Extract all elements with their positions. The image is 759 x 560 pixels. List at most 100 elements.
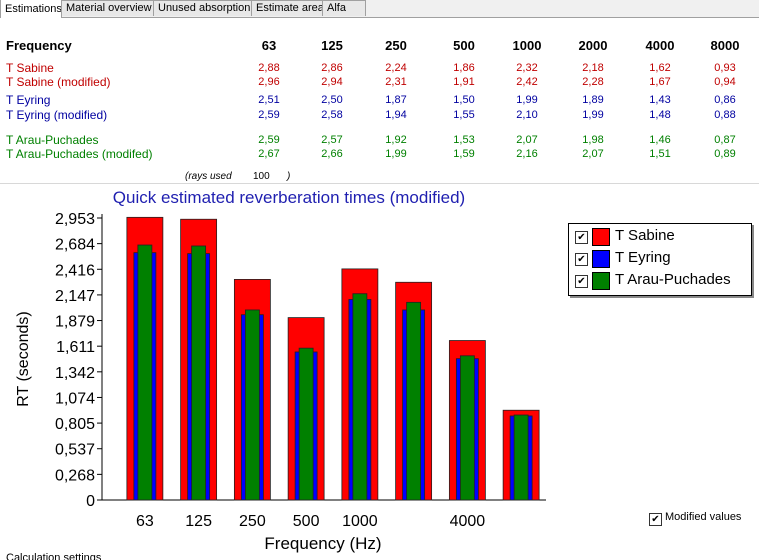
table-cell: 2,88 — [258, 62, 280, 74]
frequency-column-header: 2000 — [578, 38, 608, 53]
reverberation-chart: Quick estimated reverberation times (mod… — [15, 188, 546, 553]
frequency-column-header: 4000 — [645, 38, 675, 53]
table-cell: 2,24 — [385, 62, 407, 74]
rays-used-label: (rays used — [185, 171, 232, 182]
table-cell: 1,86 — [453, 62, 475, 74]
table-cell: 0,87 — [714, 134, 736, 146]
table-divider — [0, 183, 759, 184]
bar-arau-puchades — [406, 301, 422, 501]
legend-checkbox-eyring[interactable]: ✔ — [575, 253, 588, 266]
table-cell: 2,94 — [321, 76, 343, 88]
table-cell: 0,86 — [714, 94, 736, 106]
table-cell: 2,16 — [516, 148, 538, 160]
y-axis-label: RT (seconds) — [15, 311, 32, 406]
table-cell: 1,98 — [582, 134, 604, 146]
table-cell: 1,99 — [516, 94, 538, 106]
table-cell: 2,57 — [321, 134, 343, 146]
bar-arau-puchades — [459, 355, 475, 501]
tab-estimations[interactable]: Estimations — [0, 0, 62, 18]
table-cell: 0,94 — [714, 76, 736, 88]
tab-estimate-area[interactable]: Estimate area — [251, 0, 327, 16]
legend-item-sabine[interactable]: ✔ T Sabine — [573, 226, 749, 246]
legend-checkbox-sabine[interactable]: ✔ — [575, 231, 588, 244]
table-cell: 1,89 — [582, 94, 604, 106]
modified-values-check-icon[interactable]: ✔ — [649, 513, 662, 526]
x-axis-label: Frequency (Hz) — [264, 534, 381, 553]
table-cell: 1,46 — [649, 134, 671, 146]
legend-item-eyring[interactable]: ✔ T Eyring — [573, 248, 749, 268]
legend-label-sabine: T Sabine — [615, 227, 675, 244]
modified-values-checkbox[interactable]: ✔ Modified values — [649, 511, 741, 526]
table-cell: 1,53 — [453, 134, 475, 146]
table-cell: 2,86 — [321, 62, 343, 74]
table-cell: 2,51 — [258, 94, 280, 106]
y-tick-label: 1,611 — [56, 339, 95, 356]
bar-arau-puchades — [137, 244, 153, 501]
table-cell: 1,67 — [649, 76, 671, 88]
frequency-column-header: 1000 — [512, 38, 542, 53]
x-tick-label: 125 — [185, 513, 212, 530]
y-tick-label: 1,879 — [55, 314, 95, 331]
table-cell: 1,99 — [582, 109, 604, 121]
legend-label-arau-puchades: T Arau-Puchades — [615, 271, 731, 288]
tab-bar: Estimations Material overview Unused abs… — [0, 0, 759, 18]
tab-material-overview[interactable]: Material overview — [61, 0, 158, 16]
table-cell: 2,66 — [321, 148, 343, 160]
table-cell: 2,67 — [258, 148, 280, 160]
y-tick-label: 1,074 — [55, 390, 95, 407]
table-cell: 0,89 — [714, 148, 736, 160]
chart-legend: ✔ T Sabine ✔ T Eyring ✔ T Arau-Puchades — [568, 223, 752, 296]
legend-swatch-arau-puchades — [592, 272, 610, 290]
table-cell: 2,96 — [258, 76, 280, 88]
frequency-column-header: 125 — [321, 38, 343, 53]
table-cell: 1,48 — [649, 109, 671, 121]
table-cell: 1,91 — [453, 76, 475, 88]
table-row-label: T Eyring (modified) — [6, 108, 108, 122]
y-tick-label: 2,147 — [55, 288, 95, 305]
y-tick-label: 0,268 — [55, 467, 95, 484]
table-row-label: T Arau-Puchades — [6, 133, 99, 147]
tab-unused-absorption[interactable]: Unused absorption — [153, 0, 254, 16]
table-cell: 1,87 — [385, 94, 407, 106]
calculation-settings-label: Calculation settings — [6, 553, 102, 560]
bar-arau-puchades — [191, 245, 207, 501]
table-cell: 2,42 — [516, 76, 538, 88]
table-cell: 2,18 — [582, 62, 604, 74]
y-tick-label: 0 — [86, 493, 95, 510]
table-cell: 0,88 — [714, 109, 736, 121]
table-row-label: T Arau-Puchades (modifed) — [6, 147, 153, 161]
y-tick-label: 1,342 — [55, 365, 95, 382]
legend-label-eyring: T Eyring — [615, 249, 671, 266]
table-cell: 1,43 — [649, 94, 671, 106]
rays-used-close: ) — [287, 171, 291, 182]
frequency-column-header: 8000 — [710, 38, 740, 53]
tab-alfa[interactable]: Alfa — [322, 0, 366, 16]
table-cell: 1,94 — [385, 109, 407, 121]
table-cell: 1,55 — [453, 109, 475, 121]
y-tick-label: 0,537 — [55, 442, 95, 459]
table-cell: 2,10 — [516, 109, 538, 121]
table-cell: 2,58 — [321, 109, 343, 121]
table-row-label: T Sabine (modified) — [6, 75, 111, 89]
table-cell: 1,59 — [453, 148, 475, 160]
table-row-label: T Sabine — [6, 61, 54, 75]
table-cell: 1,92 — [385, 134, 407, 146]
table-cell: 0,93 — [714, 62, 736, 74]
rays-used-value: 100 — [253, 171, 270, 182]
x-tick-label: 1000 — [342, 513, 378, 530]
table-cell: 2,50 — [321, 94, 343, 106]
legend-swatch-eyring — [592, 250, 610, 268]
table-cell: 2,07 — [516, 134, 538, 146]
table-cell: 1,62 — [649, 62, 671, 74]
legend-item-arau-puchades[interactable]: ✔ T Arau-Puchades — [573, 270, 749, 290]
chart-title: Quick estimated reverberation times (mod… — [113, 188, 465, 207]
frequency-header: Frequency — [6, 38, 72, 53]
table-cell: 2,32 — [516, 62, 538, 74]
bar-arau-puchades — [513, 414, 529, 501]
table-cell: 2,59 — [258, 134, 280, 146]
table-cell: 2,28 — [582, 76, 604, 88]
x-tick-label: 250 — [239, 513, 266, 530]
legend-checkbox-arau-puchades[interactable]: ✔ — [575, 275, 588, 288]
x-tick-label: 500 — [293, 513, 320, 530]
table-cell: 1,50 — [453, 94, 475, 106]
